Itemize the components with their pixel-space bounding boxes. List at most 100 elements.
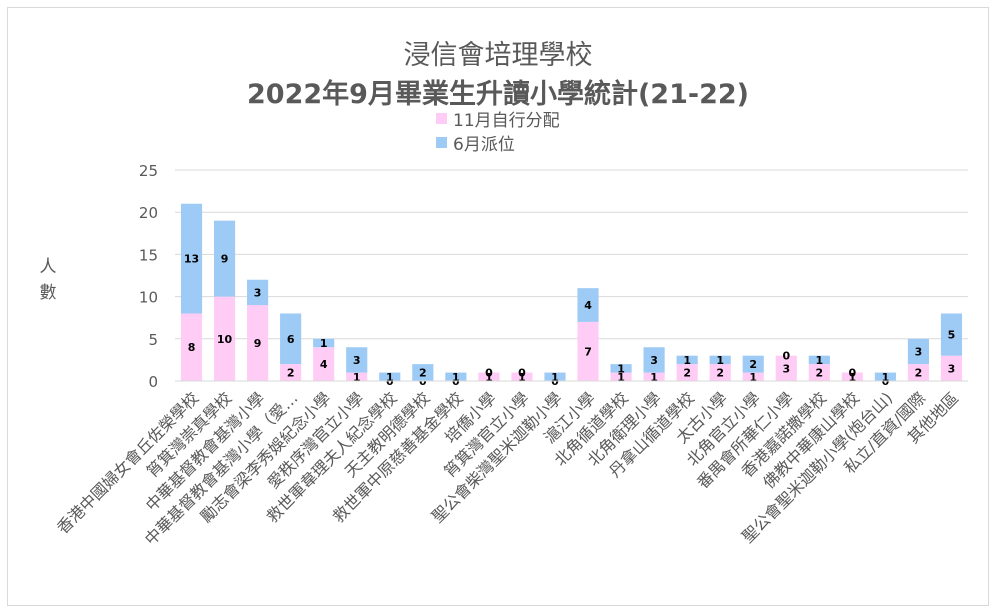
legend-item-self-allocation: 11月自行分配 — [436, 108, 560, 131]
bar-segment-allocation — [346, 347, 368, 373]
bar-segment-self-allocation — [478, 372, 500, 381]
bar-segment-allocation — [247, 279, 269, 306]
y-tick-label: 15 — [139, 246, 158, 264]
data-label: 2 — [716, 367, 724, 380]
y-tick-label: 5 — [148, 331, 158, 349]
data-label: 9 — [221, 253, 229, 266]
data-label: 1 — [551, 371, 559, 384]
bar-segment-allocation — [577, 288, 599, 322]
data-label: 2 — [287, 367, 295, 380]
data-label: 1 — [882, 371, 890, 384]
bar-segment-allocation — [610, 364, 632, 373]
bar-segment-allocation — [742, 355, 764, 373]
bar-segment-allocation — [907, 338, 930, 365]
data-label: 10 — [217, 333, 233, 346]
bar-segment-self-allocation — [676, 364, 698, 381]
data-label: 2 — [749, 358, 757, 371]
bar-segment-allocation — [412, 364, 434, 381]
bar-segment-self-allocation — [775, 355, 797, 381]
data-label: 1 — [716, 354, 724, 367]
data-label: 0 — [485, 367, 493, 380]
bar-segment-allocation — [280, 313, 302, 365]
data-label: 1 — [749, 371, 757, 384]
y-tick-label: 20 — [139, 204, 158, 222]
bar-segment-self-allocation — [808, 364, 830, 381]
bar-segment-self-allocation — [213, 296, 236, 381]
chart-border — [7, 7, 989, 606]
bar-segment-self-allocation — [940, 355, 963, 381]
bar-segment-allocation — [445, 372, 467, 381]
bar-segment-self-allocation — [610, 372, 632, 381]
bar-segment-self-allocation — [577, 321, 599, 381]
bar-segment-self-allocation — [346, 372, 368, 381]
data-label: 13 — [184, 253, 199, 266]
y-axis-label: 人數 — [39, 257, 57, 303]
bar-segment-allocation — [676, 355, 698, 365]
bar-segment-allocation — [643, 347, 665, 373]
bar-segment-self-allocation — [313, 347, 335, 381]
data-label: 1 — [617, 362, 625, 375]
y-tick-label: 0 — [148, 373, 158, 391]
bar-segment-self-allocation — [247, 305, 269, 381]
data-label: 3 — [254, 286, 262, 299]
bar-segment-allocation — [874, 372, 896, 381]
data-label: 3 — [948, 362, 956, 375]
bar-segment-allocation — [213, 220, 236, 297]
legend-swatch-allocation — [436, 136, 447, 148]
bar-segment-self-allocation — [643, 372, 665, 381]
data-label: 1 — [452, 371, 460, 384]
data-label: 3 — [650, 354, 658, 367]
bar-segment-self-allocation — [841, 372, 863, 381]
y-tick-label: 25 — [139, 162, 158, 180]
bar-segment-self-allocation — [280, 364, 302, 381]
data-label: 0 — [782, 350, 790, 363]
data-label: 0 — [518, 367, 526, 380]
y-tick-label: 10 — [139, 289, 158, 307]
bar-segment-allocation — [544, 372, 566, 381]
data-label: 1 — [683, 354, 691, 367]
legend-swatch-self-allocation — [436, 112, 447, 124]
bar-segment-allocation — [808, 355, 830, 365]
data-label: 3 — [782, 362, 790, 375]
bar-segment-allocation — [313, 338, 335, 348]
legend-label-allocation: 6月派位 — [453, 134, 515, 155]
data-label: 4 — [584, 299, 592, 312]
bar-segment-allocation — [709, 355, 731, 365]
data-label: 3 — [353, 354, 361, 367]
data-label: 2 — [915, 367, 923, 380]
data-label: 6 — [287, 333, 295, 346]
data-label: 1 — [320, 337, 328, 350]
data-label: 1 — [849, 371, 857, 384]
legend-item-allocation: 6月派位 — [436, 132, 515, 155]
bar-segment-allocation — [180, 203, 203, 314]
bar-segment-self-allocation — [742, 372, 764, 381]
bar-segment-allocation — [940, 313, 963, 356]
data-label: 9 — [254, 337, 262, 350]
data-label: 2 — [683, 367, 691, 380]
bar-segment-self-allocation — [709, 364, 731, 381]
data-label: 4 — [320, 358, 328, 371]
data-label: 5 — [948, 329, 956, 342]
bar-segment-self-allocation — [180, 313, 203, 381]
data-label: 7 — [584, 345, 592, 358]
data-label: 1 — [485, 371, 493, 384]
bar-segment-allocation — [379, 372, 401, 381]
chart-title: 浸信會培理學校 — [403, 40, 593, 71]
bar-segment-self-allocation — [907, 364, 930, 381]
data-label: 2 — [815, 367, 823, 380]
legend-label-self-allocation: 11月自行分配 — [453, 110, 560, 131]
data-label: 1 — [650, 371, 658, 384]
chart-subtitle: 2022年9月畢業生升讀小學統計(21-22) — [247, 79, 749, 110]
data-label: 1 — [815, 354, 823, 367]
data-label: 1 — [353, 371, 361, 384]
bar-segment-self-allocation — [511, 372, 533, 381]
data-label: 3 — [915, 345, 923, 358]
data-label: 2 — [419, 367, 427, 380]
data-label: 1 — [617, 371, 625, 384]
data-label: 1 — [518, 371, 526, 384]
data-label: 0 — [849, 367, 857, 380]
data-label: 8 — [188, 341, 196, 354]
data-label: 1 — [386, 371, 394, 384]
